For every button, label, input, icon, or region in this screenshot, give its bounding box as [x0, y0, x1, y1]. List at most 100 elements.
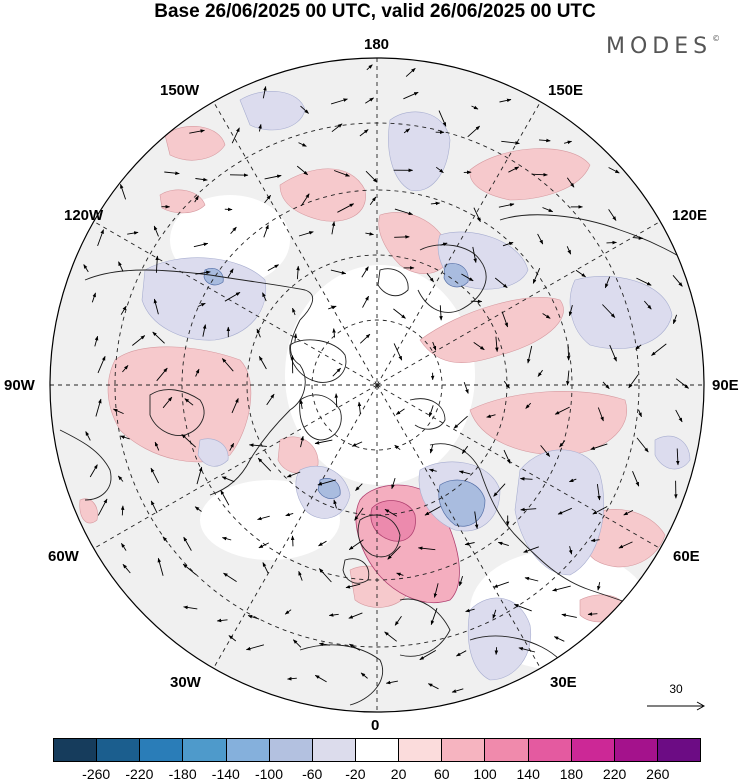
wind-vector	[676, 448, 680, 466]
colorbar-segment	[355, 739, 400, 761]
wind-vector	[513, 603, 532, 612]
wind-vector	[152, 331, 165, 344]
wind-vector	[472, 246, 477, 264]
wind-vector	[675, 378, 689, 389]
wind-vector	[474, 511, 479, 530]
wind-vector	[299, 399, 304, 409]
wind-vector	[566, 246, 572, 255]
wind-vector	[435, 166, 444, 174]
wind-vector	[155, 255, 159, 273]
wind-vector	[393, 308, 406, 319]
wind-vector	[263, 224, 269, 238]
wind-vector	[330, 98, 348, 105]
wind-vector	[156, 367, 168, 382]
colorbar-tick-label: 20	[390, 766, 407, 782]
wind-vector	[330, 269, 347, 275]
wind-vector	[464, 541, 475, 546]
wind-vector	[227, 268, 234, 278]
colorbar-segment	[528, 739, 572, 761]
lon-label-60w: 60W	[48, 548, 79, 565]
wind-vector	[345, 583, 361, 589]
wind-vector	[463, 382, 469, 394]
colorbar-tick-label: 100	[473, 766, 497, 782]
wind-vector	[596, 484, 601, 501]
wind-vector	[433, 583, 439, 598]
colorbar-tick-label: -180	[168, 766, 197, 782]
wind-vector	[262, 86, 267, 99]
wind-vector	[122, 365, 129, 373]
colorbar-tick-label: -100	[254, 766, 284, 782]
wind-vector	[495, 336, 499, 353]
wind-vector	[231, 127, 240, 144]
wind-vector	[635, 344, 642, 350]
strong-negative-anomaly	[203, 263, 486, 527]
colorbar-segment	[269, 739, 313, 761]
wind-vector	[154, 441, 160, 451]
wind-vector	[456, 650, 467, 657]
wind-vector	[527, 345, 533, 364]
map-border	[49, 57, 705, 713]
wind-vector	[604, 276, 611, 289]
wind-vector	[632, 471, 640, 487]
wind-vector	[643, 300, 652, 310]
wind-vector	[85, 431, 91, 441]
wind-vector	[97, 355, 106, 374]
wind-vector	[542, 313, 551, 319]
wind-vector	[348, 539, 364, 550]
wind-vector	[333, 170, 350, 177]
wind-vector	[153, 225, 159, 237]
wind-vector	[405, 67, 416, 77]
wind-vector	[120, 505, 125, 516]
wind-vector	[195, 177, 208, 182]
wind-vector	[362, 295, 369, 308]
wind-vector	[229, 442, 235, 451]
wind-vector	[112, 408, 124, 415]
wind-vector	[524, 576, 539, 582]
wind-vector	[95, 398, 102, 417]
wind-vector	[597, 407, 604, 422]
wind-vector	[453, 415, 468, 429]
wind-vector	[120, 183, 127, 200]
wind-vector	[332, 367, 341, 377]
wind-vector	[508, 166, 520, 173]
wind-vector	[590, 538, 600, 543]
wind-vector	[537, 369, 543, 377]
wind-vector	[247, 615, 260, 620]
lon-label-120e: 120E	[672, 207, 708, 224]
wind-vector	[150, 467, 160, 484]
wind-vector	[385, 680, 398, 685]
wind-vector	[499, 98, 512, 103]
wind-vector	[384, 508, 398, 517]
wind-vector	[94, 335, 99, 347]
lon-label-0: 0	[371, 717, 380, 734]
wind-vector	[290, 535, 295, 547]
wind-vector	[183, 605, 198, 610]
colorbar-segment	[97, 739, 141, 761]
wind-vector	[334, 393, 339, 408]
colorbar-segment	[614, 739, 658, 761]
wind-vector	[328, 613, 339, 617]
wind-vector	[183, 536, 192, 551]
wind-vector	[337, 203, 355, 213]
colorbar-tick-label: -260	[82, 766, 111, 782]
wind-vector	[300, 105, 309, 114]
wind-vector	[602, 304, 616, 318]
wind-vector	[459, 575, 464, 587]
wind-vector	[394, 615, 402, 626]
wind-vector	[428, 468, 437, 473]
colorbar-segment	[442, 739, 486, 761]
wind-vector	[298, 231, 314, 237]
wind-vector	[590, 443, 608, 450]
wind-vector	[519, 477, 533, 481]
wind-vector	[384, 631, 397, 642]
wind-vector	[501, 140, 520, 145]
colorbar-segment	[183, 739, 227, 761]
wind-vector	[150, 500, 158, 514]
wind-vector	[181, 434, 197, 448]
wind-vector	[369, 196, 377, 206]
colorbar-tick-label: 60	[434, 766, 450, 782]
wind-vector	[518, 647, 536, 653]
reference-arrow-icon	[647, 701, 706, 711]
wind-vector	[223, 572, 237, 582]
wind-vector	[361, 266, 369, 278]
